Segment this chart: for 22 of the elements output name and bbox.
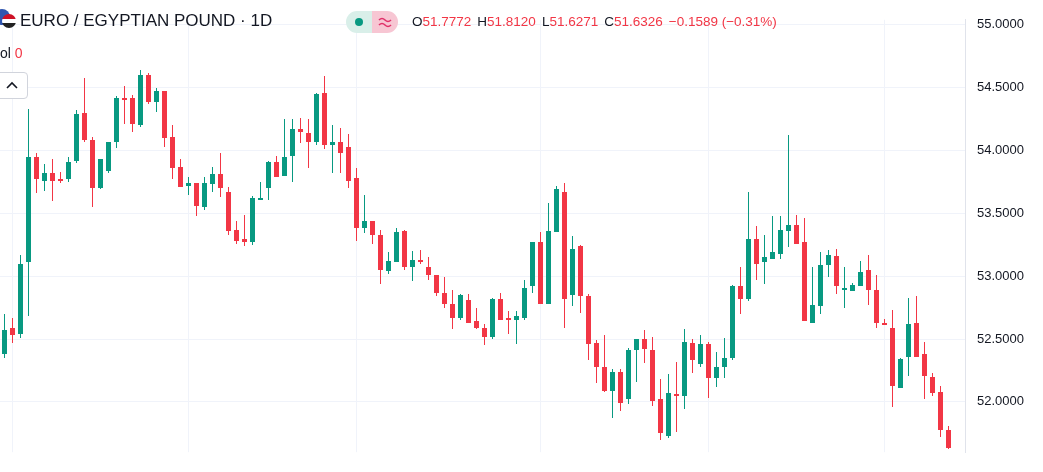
candlestick — [242, 215, 247, 246]
annotation: −0.1589 (−0.31%) — [668, 14, 777, 29]
y-tick-label: 54.5000 — [977, 79, 1024, 95]
annotation: C51.6326 — [604, 14, 663, 29]
y-tick-label: 53.0000 — [977, 267, 1024, 283]
annotation: L51.6271 — [541, 14, 599, 29]
annotation: ol 0 — [0, 45, 23, 61]
y-tick-label: 52.5000 — [977, 330, 1024, 346]
y-tick-label: 52.0000 — [977, 393, 1024, 409]
candlestick — [122, 86, 127, 124]
annotation: H51.8120 — [477, 14, 536, 29]
candlestick — [330, 125, 335, 173]
y-tick-label: 53.5000 — [977, 204, 1024, 220]
annotation: O51.7772 — [412, 14, 472, 29]
candlestick — [842, 267, 847, 308]
chart-title: EURO / EGYPTIAN POUND · 1D — [20, 11, 273, 31]
y-tick-label: 55.0000 — [977, 16, 1024, 32]
y-tick-label: 54.0000 — [977, 142, 1024, 158]
candlestick — [506, 311, 511, 334]
candlestick — [786, 135, 791, 247]
candlestick — [674, 362, 679, 432]
candlestick — [762, 235, 767, 284]
